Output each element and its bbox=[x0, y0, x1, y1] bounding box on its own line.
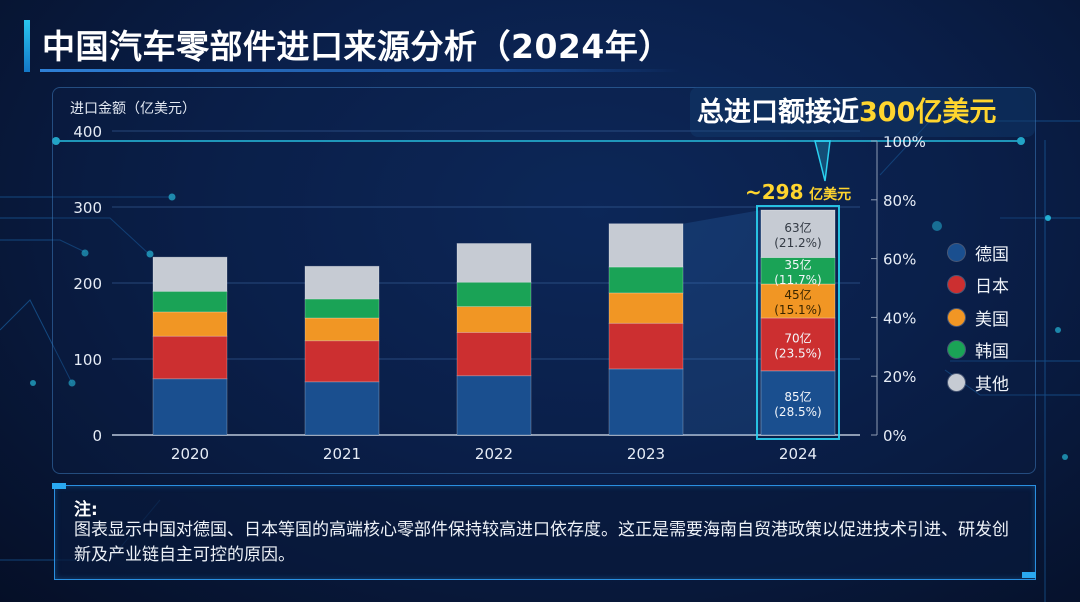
legend-label: 美国 bbox=[975, 309, 1009, 330]
bar-segment-2022-0 bbox=[456, 375, 532, 436]
bar-segment-2021-0 bbox=[304, 381, 380, 436]
bar-segment-2024-2 bbox=[760, 283, 836, 319]
bar-segment-2021-2 bbox=[304, 317, 380, 342]
bars: 85亿(28.5%) 70亿(23.5%) 45亿(15.1%) 35亿(11.7%)… bbox=[152, 205, 840, 440]
segment-share-label: (28.5%) bbox=[774, 405, 821, 419]
legend-swatch-korea bbox=[948, 341, 965, 359]
bar-segment-2021-3 bbox=[304, 298, 380, 319]
page-title: 中国汽车零部件进口来源分析（2024年） bbox=[42, 27, 672, 66]
legend-item-usa: 美国 bbox=[948, 301, 1009, 334]
secondary-tick-label: 100% bbox=[883, 133, 926, 151]
segment-share-label: (23.5%) bbox=[774, 346, 821, 360]
highlight-zoom-wedge bbox=[683, 210, 761, 435]
bar-segment-2020-4 bbox=[152, 256, 228, 292]
legend-label: 德国 bbox=[975, 244, 1009, 265]
callout-headline: 总进口额接近300亿美元 bbox=[697, 90, 996, 129]
bar-segment-2020-1 bbox=[152, 335, 228, 380]
legend-item-korea: 韩国 bbox=[948, 334, 1009, 367]
legend-swatch-germany bbox=[948, 243, 965, 261]
segment-amount-label: 35亿 bbox=[784, 257, 811, 272]
y-tick-label: 200 bbox=[73, 275, 102, 293]
bar-segment-2024-4 bbox=[760, 209, 836, 258]
legend-swatch-usa bbox=[948, 308, 965, 326]
bar-segment-2023-0 bbox=[608, 368, 684, 436]
bar-segment-2020-2 bbox=[152, 311, 228, 337]
highlight-bar-2024: 85亿(28.5%) 70亿(23.5%) 45亿(15.1%) 35亿(11.7%)… bbox=[756, 205, 840, 440]
y-tick-label: 400 bbox=[73, 123, 102, 141]
bar-segment-2022-4 bbox=[456, 243, 532, 283]
bar-segment-2023-2 bbox=[608, 292, 684, 324]
highlight-glow-frame bbox=[756, 205, 840, 440]
legend-item-japan: 日本 bbox=[948, 269, 1009, 302]
bar-segment-2023-4 bbox=[608, 223, 684, 268]
x-tick-label: 2023 bbox=[627, 445, 665, 463]
y-tick-label: 300 bbox=[73, 199, 102, 217]
bar-segment-2022-1 bbox=[456, 331, 532, 377]
legend-item-germany: 德国 bbox=[948, 236, 1009, 269]
note-corner-decoration bbox=[1022, 572, 1036, 578]
legend-label: 韩国 bbox=[975, 342, 1009, 363]
legend-swatch-other bbox=[948, 373, 965, 391]
bar-segment-2023-3 bbox=[608, 266, 684, 294]
total-2024-label: ~298 亿美元 bbox=[745, 180, 851, 204]
legend-label: 日本 bbox=[975, 277, 1009, 298]
segment-amount-label: 45亿 bbox=[784, 287, 811, 302]
secondary-tick-label: 80% bbox=[883, 192, 916, 210]
y-tick-label: 100 bbox=[73, 351, 102, 369]
x-tick-label: 2022 bbox=[475, 445, 513, 463]
x-tick-label: 2024 bbox=[779, 445, 817, 463]
zoom-wedge bbox=[683, 210, 761, 435]
bar-segment-2020-0 bbox=[152, 378, 228, 436]
segment-share-label: (11.7%) bbox=[774, 273, 821, 287]
legend: 德国 日本 美国 韩国 其他 bbox=[948, 236, 1009, 399]
callout-highlight: 300亿美元 bbox=[859, 97, 997, 128]
bar-segment-2022-3 bbox=[456, 281, 532, 307]
secondary-tick-label: 60% bbox=[883, 251, 916, 269]
secondary-y-axis: 0% 20% 40% 60% 80% 100% bbox=[871, 133, 926, 445]
secondary-tick-label: 20% bbox=[883, 368, 916, 386]
callout-arrow bbox=[814, 140, 831, 182]
x-axis-ticks: 2020 2021 2022 2023 2024 bbox=[171, 445, 817, 463]
bar-segment-2024-1 bbox=[760, 317, 836, 372]
segment-amount-label: 85亿 bbox=[784, 389, 811, 404]
y-tick-label: 0 bbox=[92, 427, 102, 445]
bar-segment-2022-2 bbox=[456, 306, 532, 333]
legend-swatch-japan bbox=[948, 276, 965, 294]
title-underline bbox=[40, 69, 680, 72]
legend-item-other: 其他 bbox=[948, 366, 1009, 399]
bar-segment-2021-4 bbox=[304, 265, 380, 300]
total-2024-value: ~298 bbox=[745, 180, 804, 204]
bar-segment-2023-1 bbox=[608, 322, 684, 370]
x-tick-label: 2020 bbox=[171, 445, 209, 463]
callout-backdrop bbox=[690, 87, 1035, 137]
note-text: 图表显示中国对德国、日本等国的高端核心零部件保持较高进口依存度。这正是需要海南自… bbox=[74, 520, 1009, 565]
secondary-tick-label: 0% bbox=[883, 427, 907, 445]
title-accent-bar bbox=[24, 20, 30, 72]
y-axis-label: 进口金额（亿美元） bbox=[70, 101, 196, 117]
bar-segment-2021-1 bbox=[304, 340, 380, 383]
legend-label: 其他 bbox=[975, 374, 1009, 395]
segment-share-label: (21.2%) bbox=[774, 236, 821, 250]
callout-prefix: 总进口额接近 bbox=[697, 97, 859, 128]
y-axis-ticks: 0 100 200 300 400 bbox=[73, 123, 102, 445]
segment-amount-label: 70亿 bbox=[784, 330, 811, 345]
x-tick-label: 2021 bbox=[323, 445, 361, 463]
secondary-tick-label: 40% bbox=[883, 309, 916, 327]
callout-pointer bbox=[690, 87, 1035, 182]
segment-share-label: (15.1%) bbox=[774, 303, 821, 317]
note-panel bbox=[54, 485, 1036, 580]
note-corner-decoration bbox=[52, 483, 66, 489]
total-2024-unit: 亿美元 bbox=[809, 187, 852, 203]
bar-segment-2024-3 bbox=[760, 257, 836, 285]
segment-amount-label: 63亿 bbox=[784, 220, 811, 235]
note-heading: 注: bbox=[74, 500, 98, 520]
bar-segment-2020-3 bbox=[152, 290, 228, 313]
